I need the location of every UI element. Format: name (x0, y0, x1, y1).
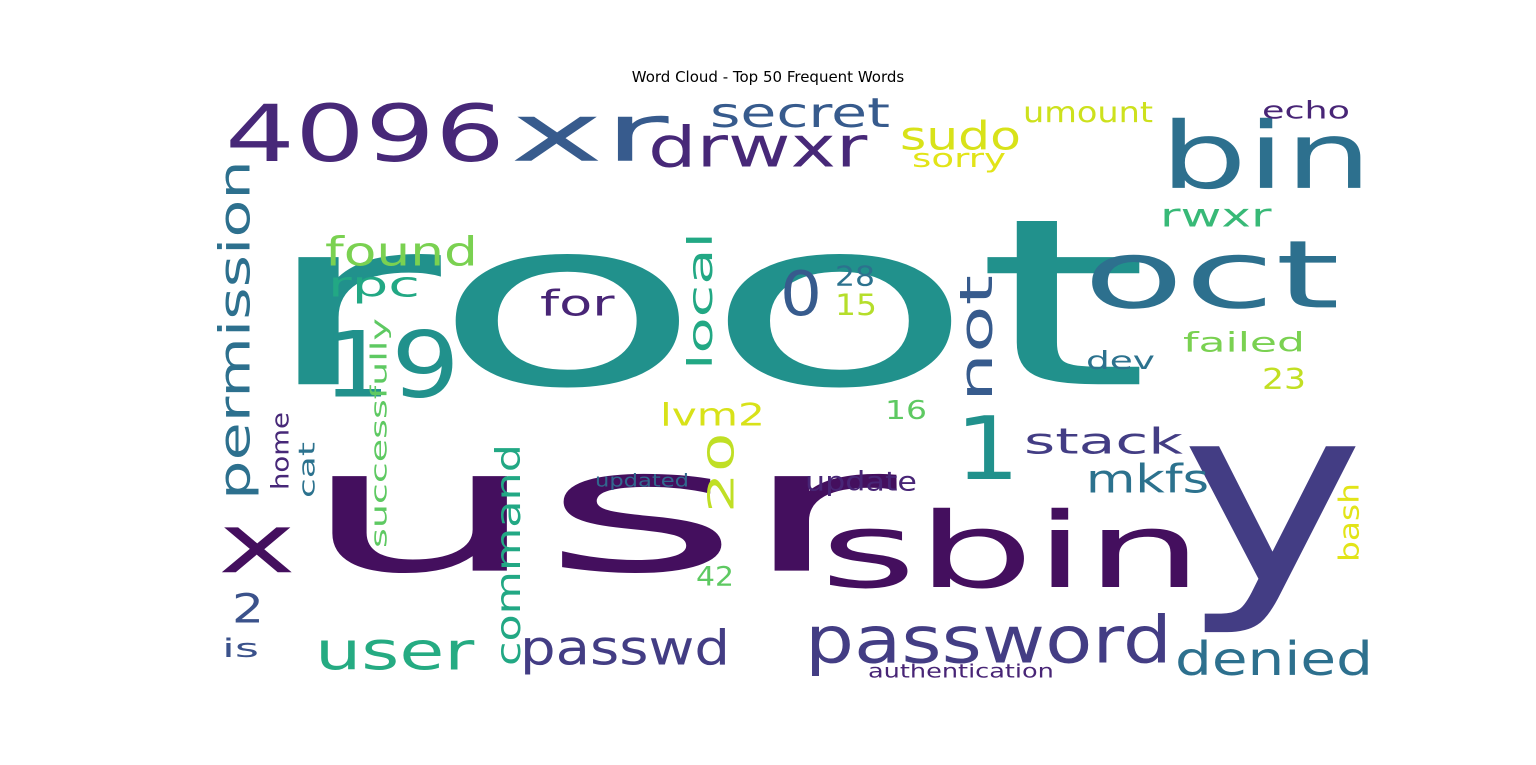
word-19: 19 (322, 312, 460, 418)
word-sorry: sorry (912, 143, 1006, 174)
word-1: 1 (955, 399, 1020, 500)
word-command: command (489, 444, 529, 666)
word-update: update (805, 466, 917, 497)
word-20: 20 (701, 432, 743, 513)
word-rpc: rpc (328, 265, 420, 305)
word-stack: stack (1024, 420, 1183, 462)
word-15: 15 (835, 289, 877, 323)
word-home: home (267, 412, 295, 490)
word-bin: bin (1160, 103, 1372, 210)
word-denied: denied (1175, 633, 1373, 687)
word-23: 23 (1262, 364, 1306, 396)
word-permission: permission (210, 160, 260, 500)
chart-title: Word Cloud - Top 50 Frequent Words (631, 68, 905, 86)
word-for: for (540, 282, 615, 324)
word-local: local (681, 232, 721, 370)
word-password: password (805, 602, 1172, 678)
word-lvm2: lvm2 (660, 397, 765, 433)
word-rwxr: rwxr (1160, 197, 1272, 234)
word-is: is (222, 633, 259, 663)
word-cat: cat (295, 442, 321, 498)
word-16: 16 (885, 395, 927, 424)
word-passwd: passwd (520, 621, 730, 676)
word-4096: 4096 (225, 88, 505, 180)
word-bash: bash (1334, 483, 1366, 562)
word-user: user (315, 621, 475, 682)
word-sbin: sbin (820, 491, 1203, 612)
word-successfully: successfully (367, 318, 393, 548)
word-drwxr: drwxr (648, 114, 868, 179)
word-0: 0 (780, 259, 822, 330)
word-mkfs: mkfs (1086, 456, 1209, 502)
word-updated: updated (595, 470, 689, 491)
word-sudo: sudo (900, 113, 1021, 159)
word-root: root (258, 169, 1150, 440)
word-y: y (1180, 353, 1365, 639)
word-2: 2 (232, 585, 264, 632)
word-x: x (218, 496, 296, 592)
word-28: 28 (835, 260, 875, 292)
word-xr: xr (510, 86, 669, 180)
word-42: 42 (696, 561, 734, 592)
word-found: found (325, 229, 478, 276)
word-usr: usr (300, 410, 901, 611)
word-umount: umount (1023, 97, 1153, 130)
word-secret: secret (710, 89, 890, 137)
word-not: not (950, 275, 1003, 402)
word-echo: echo (1262, 97, 1350, 125)
word-oct: oct (1083, 220, 1340, 330)
word-failed: failed (1183, 327, 1305, 358)
word-dev: dev (1086, 347, 1155, 375)
word-authentication: authentication (868, 661, 1054, 683)
